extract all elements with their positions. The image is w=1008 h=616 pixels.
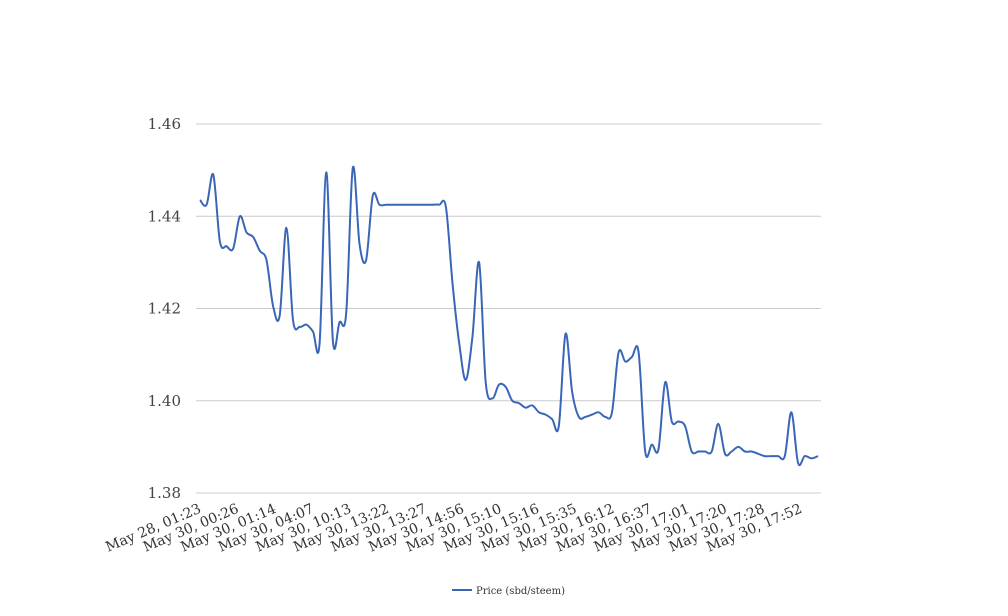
y-tick-label: 1.46 <box>148 115 181 133</box>
y-tick-label: 1.42 <box>148 300 181 318</box>
y-tick-label: 1.40 <box>148 392 181 410</box>
series-line <box>199 165 819 467</box>
legend-label: Price (sbd/steem) <box>476 586 565 597</box>
y-tick-label: 1.38 <box>148 484 181 502</box>
series-layer <box>199 165 819 467</box>
legend: Price (sbd/steem) <box>452 586 565 597</box>
y-tick-label: 1.44 <box>148 207 181 225</box>
grid-lines <box>196 123 821 494</box>
y-axis-ticks: 1.46 1.44 1.42 1.40 1.38 <box>148 115 181 502</box>
